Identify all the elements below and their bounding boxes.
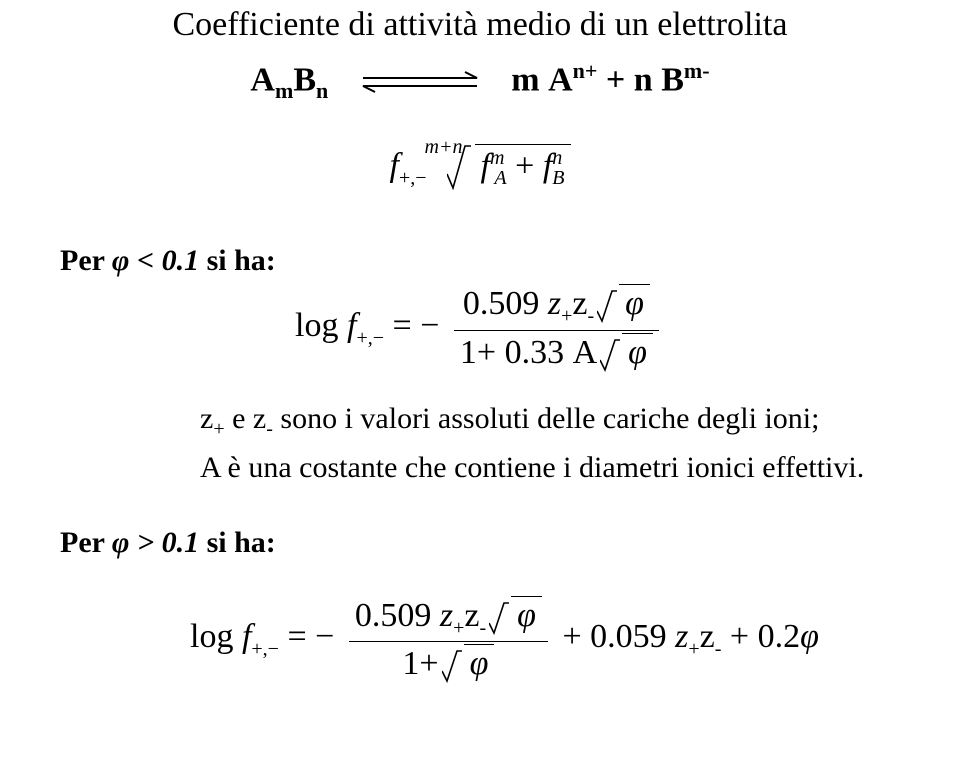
phi-num-2: φ xyxy=(625,285,644,322)
den-A-2: A xyxy=(573,334,598,371)
sub-pm: +,− xyxy=(399,167,427,189)
radical-icon xyxy=(447,144,471,190)
tail-zp-sub: + xyxy=(688,638,699,660)
den-one-2: 1 xyxy=(460,334,477,371)
species-A-ion: A xyxy=(548,61,573,98)
sqrt-phi-den-2: φ xyxy=(614,333,653,372)
fraction-3: 0.509 z+z- φ 1+ φ xyxy=(349,596,548,684)
expl-z1: z xyxy=(200,402,213,435)
page-title: Coefficiente di attività medio di un ele… xyxy=(60,6,900,44)
species-A: A xyxy=(250,61,275,98)
sqrt-phi-num-3: φ xyxy=(503,596,542,635)
root-expr: m+n fmA + fnB xyxy=(461,144,571,190)
minus-3: − xyxy=(315,618,343,655)
tail-zp: z xyxy=(675,618,688,655)
equation-fpm-definition: f+,− m+n fmA + fnB xyxy=(60,144,900,190)
coef-n: n xyxy=(634,61,653,98)
den-plus-3: + xyxy=(419,645,438,682)
fB-base: f xyxy=(543,147,552,184)
sqrt-phi-den-3: φ xyxy=(456,644,495,683)
sub-n: n xyxy=(316,78,328,103)
phi-num-3: φ xyxy=(517,597,536,634)
tail-phi: φ xyxy=(800,618,819,655)
plus-sign: + xyxy=(597,61,633,98)
sup-nplus: n+ xyxy=(573,58,598,83)
num-coef-2: 0.509 xyxy=(463,285,540,322)
equilibrium-arrow-icon xyxy=(355,68,485,96)
fraction-2: 0.509 z+z- φ 1+ 0.33 A φ xyxy=(454,284,659,372)
zplus-3: z xyxy=(440,597,453,634)
zm-sub-2: - xyxy=(587,305,594,327)
equation-logf-large-phi: log f+,− = − 0.509 z+z- φ 1+ φ xyxy=(190,596,900,684)
species-B: B xyxy=(293,61,316,98)
radical-icon xyxy=(489,601,509,635)
zplus-2: z xyxy=(548,285,561,322)
radical-icon xyxy=(597,289,617,323)
log-3: log xyxy=(190,618,233,655)
den-one-3: 1 xyxy=(402,645,419,682)
expl-rest1: sono i valori assoluti delle cariche deg… xyxy=(273,402,820,435)
zp-sub-2: + xyxy=(561,305,572,327)
zminus-2: z xyxy=(572,285,587,322)
fB-sub: B xyxy=(552,167,564,189)
tail-zm: z xyxy=(700,618,715,655)
fA-sub: A xyxy=(494,167,506,189)
sub-m: m xyxy=(275,78,293,103)
den-coef-2: 0.33 xyxy=(505,334,565,371)
per-greater-label: Per φ > 0.1 si ha: xyxy=(60,526,900,560)
radical-icon xyxy=(600,338,620,372)
explanation-text: z+ e z- sono i valori assoluti delle car… xyxy=(200,396,880,492)
zp-sub-3: + xyxy=(453,616,464,638)
eq-sign-3: = xyxy=(287,618,315,655)
sqrt-phi-num-2: φ xyxy=(611,284,650,323)
tail-plus2: + xyxy=(721,618,757,655)
coef-m: m xyxy=(511,61,539,98)
equation-logf-small-phi: log f+,− = − 0.509 z+z- φ 1+ 0.33 A φ xyxy=(60,284,900,372)
expl-zp: + xyxy=(213,418,224,440)
minus-2: − xyxy=(420,307,448,344)
sub-pm-2: +,− xyxy=(356,327,384,349)
phi-den-2: φ xyxy=(628,334,647,371)
eq-sign-2: = xyxy=(393,307,421,344)
zm-sub-3: - xyxy=(479,616,486,638)
tail-plus1: + xyxy=(562,618,590,655)
radical-icon xyxy=(442,649,462,683)
plus-1: + xyxy=(515,147,543,184)
phi-den-3: φ xyxy=(470,645,489,682)
expl-mid: e z xyxy=(225,402,267,435)
reaction-equation: AmBn m An+ + n Bm- xyxy=(60,58,900,104)
num-coef-3: 0.509 xyxy=(355,597,432,634)
fA-sup: m xyxy=(490,147,504,169)
per-less-label: Per φ < 0.1 si ha: xyxy=(60,244,900,278)
expl-zm: - xyxy=(266,418,273,440)
tail-coef2: 0.2 xyxy=(758,618,801,655)
zminus-3: z xyxy=(464,597,479,634)
sup-mminus: m- xyxy=(684,58,710,83)
fB-sup: n xyxy=(552,147,562,169)
expl-line2: A è una costante che contiene i diametri… xyxy=(200,451,864,484)
f-3: f xyxy=(242,618,251,655)
sub-pm-3: +,− xyxy=(251,638,279,660)
fA-base: f xyxy=(481,147,490,184)
den-plus-2: + xyxy=(477,334,496,371)
tail-coef: 0.059 xyxy=(590,618,667,655)
log-1: log xyxy=(295,307,338,344)
sym-f: f xyxy=(390,147,399,184)
page: Coefficiente di attività medio di un ele… xyxy=(0,0,960,781)
species-B-ion: B xyxy=(661,61,684,98)
